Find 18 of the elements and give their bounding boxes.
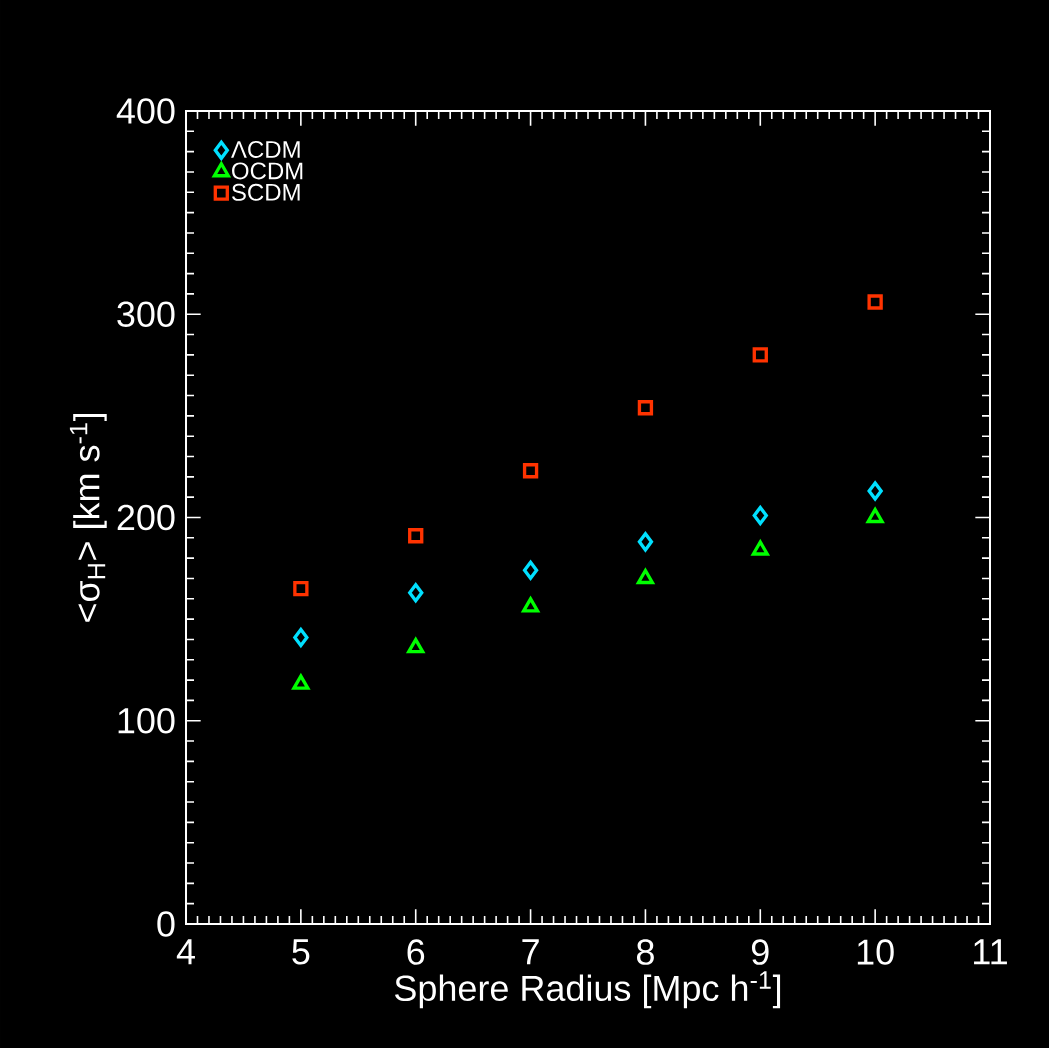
y-tick-label: 0 xyxy=(157,911,175,937)
x-tick-label: 5 xyxy=(292,939,310,965)
y-axis-title: <σ$_{H}$> [km s$^{-1}$] xyxy=(69,413,107,622)
y-tick-label: 400 xyxy=(116,98,175,124)
x-tick-label: 9 xyxy=(751,939,769,965)
legend-label: ΛCDM xyxy=(231,140,300,158)
x-tick-label: 6 xyxy=(407,939,425,965)
legend-label: OCDM xyxy=(232,162,303,180)
x-tick-label: 7 xyxy=(522,939,539,965)
x-tick-label: 11 xyxy=(974,939,1007,965)
x-tick-label: 10 xyxy=(857,939,894,965)
legend-label: SCDM xyxy=(232,183,300,201)
x-tick-label: 8 xyxy=(636,939,654,965)
y-tick-label: 200 xyxy=(117,504,175,531)
x-tick-label: 4 xyxy=(176,939,195,965)
y-tick-label: 300 xyxy=(117,301,175,327)
y-tick-label: 100 xyxy=(118,707,175,734)
x-axis-title: Sphere Radius [Mpc h$^{-1}$] xyxy=(395,971,781,1009)
